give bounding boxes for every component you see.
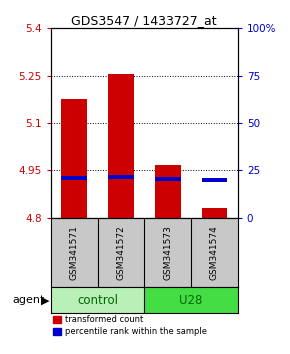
Text: GSM341571: GSM341571 — [70, 225, 79, 280]
FancyBboxPatch shape — [51, 287, 144, 313]
Bar — [108, 175, 134, 179]
Text: GSM341572: GSM341572 — [116, 225, 125, 280]
Bar — [155, 177, 180, 181]
Text: control: control — [77, 294, 118, 307]
Title: GDS3547 / 1433727_at: GDS3547 / 1433727_at — [71, 14, 217, 27]
Text: GSM341574: GSM341574 — [210, 225, 219, 280]
Bar — [202, 208, 227, 217]
Bar — [61, 99, 87, 217]
Text: agent: agent — [12, 295, 45, 305]
Bar — [61, 176, 87, 180]
FancyBboxPatch shape — [144, 287, 238, 313]
Text: U28: U28 — [179, 294, 203, 307]
Text: ▶: ▶ — [41, 295, 49, 305]
Bar — [108, 74, 134, 217]
Legend: transformed count, percentile rank within the sample: transformed count, percentile rank withi… — [53, 315, 207, 336]
Bar — [202, 178, 227, 182]
Text: GSM341573: GSM341573 — [163, 225, 172, 280]
Bar — [155, 165, 180, 217]
